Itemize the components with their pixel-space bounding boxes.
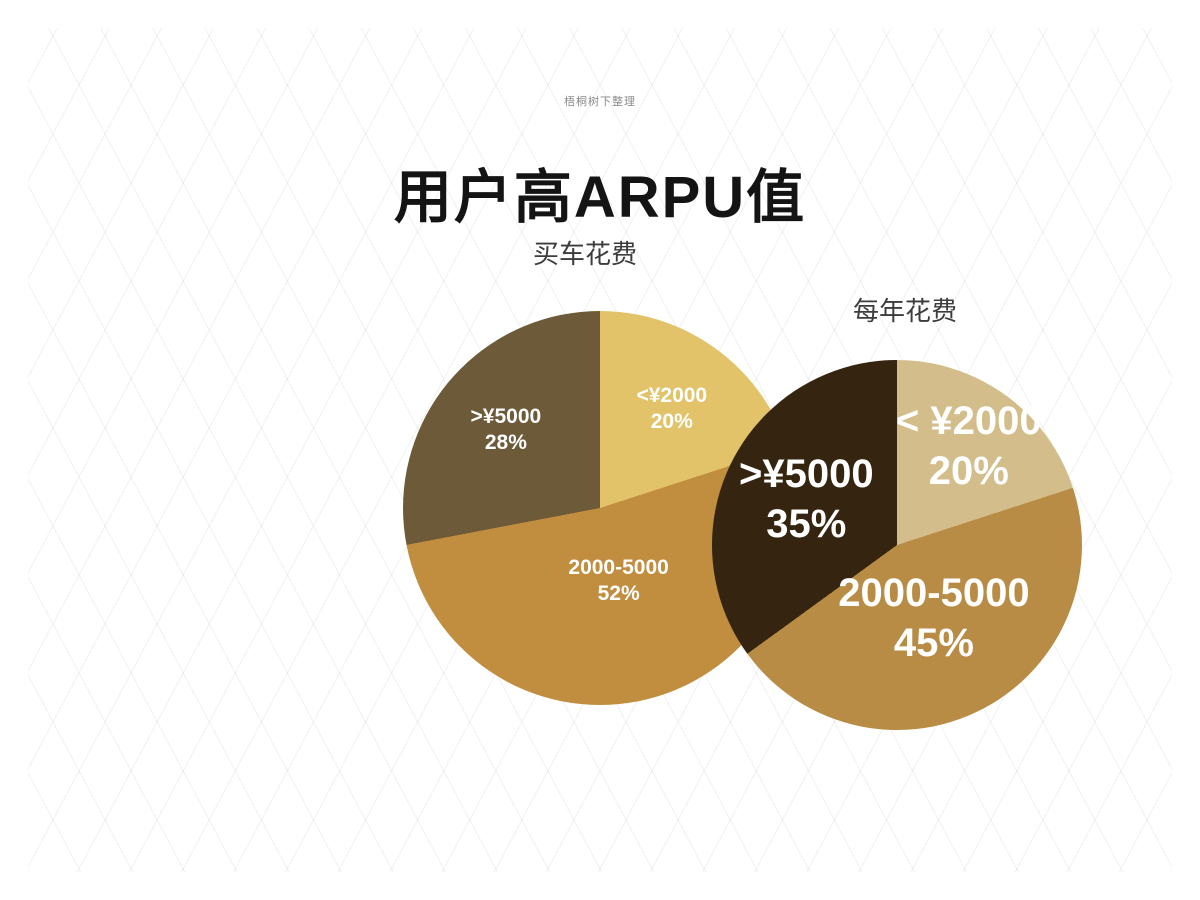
- pie-title-car-purchase-spend: 买车花费: [532, 239, 638, 269]
- slice-percent-text: 20%: [650, 410, 693, 434]
- slice-percent-text: 28%: [484, 431, 527, 455]
- pie-slice-label: 2000-5000 52%: [568, 554, 668, 607]
- pie-slice-label: < ¥2000 20%: [896, 396, 1042, 496]
- slice-percent-text: 20%: [928, 449, 1009, 494]
- watermark-text: 梧桐树下整理: [564, 96, 636, 108]
- slice-percent-text: 45%: [893, 620, 974, 665]
- slice-category-text: >¥5000: [739, 451, 874, 496]
- slice-category-text: <¥2000: [636, 383, 708, 407]
- pie-slice-label: <¥2000 20%: [636, 383, 707, 436]
- slice-category-text: 2000-5000: [568, 555, 669, 579]
- pie-chart-annual-spend: [712, 360, 1082, 730]
- pie-slice-label: 2000-5000 45%: [838, 568, 1029, 668]
- pie-slice-label: >¥5000 28%: [471, 404, 542, 457]
- pie-title-annual-spend: 每年花费: [852, 296, 958, 326]
- pie-slice-label: >¥5000 35%: [739, 449, 874, 549]
- slice-category-text: >¥5000: [470, 404, 542, 428]
- page-title: 用户高ARPU值: [393, 165, 807, 230]
- slice-percent-text: 35%: [766, 501, 847, 546]
- slice-percent-text: 52%: [597, 581, 640, 605]
- slice-category-text: 2000-5000: [838, 570, 1030, 615]
- slice-category-text: < ¥2000: [895, 399, 1042, 444]
